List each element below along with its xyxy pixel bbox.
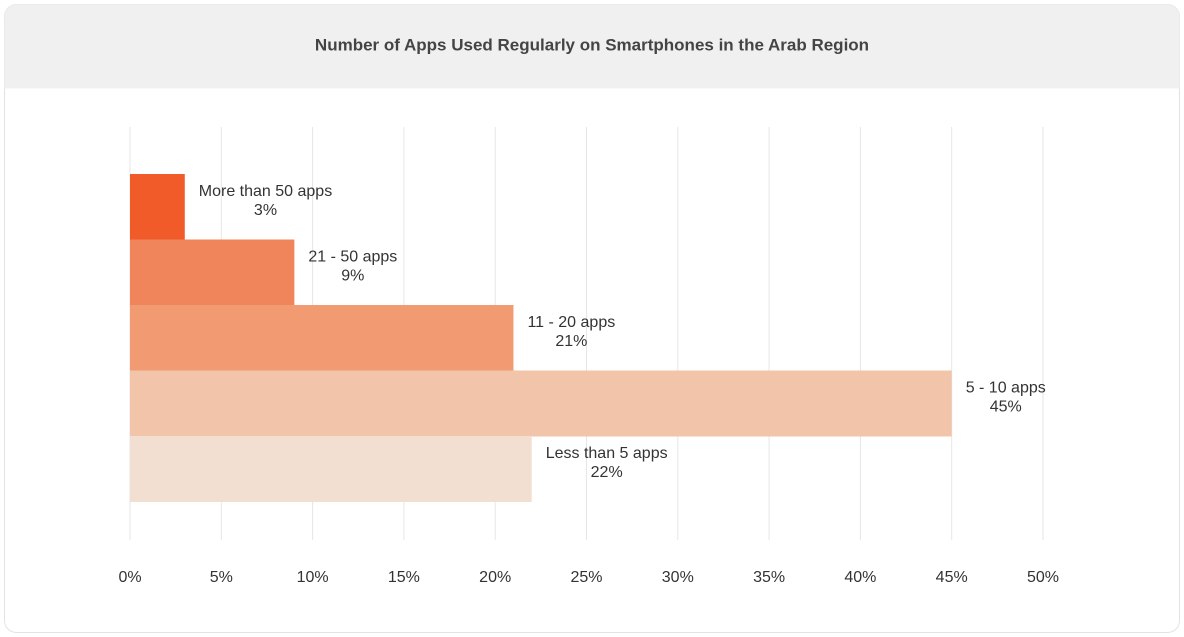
category-label: More than 50 apps — [199, 183, 332, 200]
bar — [130, 436, 532, 502]
value-label: 45% — [990, 399, 1022, 416]
category-label: 5 - 10 apps — [966, 380, 1046, 397]
x-tick-label: 40% — [844, 569, 876, 586]
bar — [130, 305, 514, 371]
bar — [130, 239, 295, 306]
bar — [130, 370, 952, 437]
x-tick-label: 50% — [1027, 569, 1059, 586]
value-label: 9% — [341, 268, 364, 285]
x-tick-label: 5% — [210, 569, 233, 586]
chart-title: Number of Apps Used Regularly on Smartph… — [315, 35, 869, 54]
x-tick-label: 30% — [662, 569, 694, 586]
x-tick-label: 35% — [753, 569, 785, 586]
category-label: 21 - 50 apps — [308, 249, 397, 266]
x-tick-label: 10% — [297, 569, 329, 586]
value-label: 3% — [254, 202, 277, 219]
x-tick-label: 15% — [388, 569, 420, 586]
category-label: 11 - 20 apps — [527, 314, 615, 331]
x-tick-label: 0% — [118, 569, 141, 586]
category-label: Less than 5 apps — [546, 445, 668, 462]
value-label: 22% — [591, 464, 623, 481]
x-tick-label: 25% — [570, 569, 602, 586]
bar — [130, 174, 185, 240]
x-tick-label: 45% — [936, 569, 968, 586]
card-header — [4, 4, 1180, 89]
value-label: 21% — [555, 333, 587, 350]
x-tick-label: 20% — [479, 569, 511, 586]
